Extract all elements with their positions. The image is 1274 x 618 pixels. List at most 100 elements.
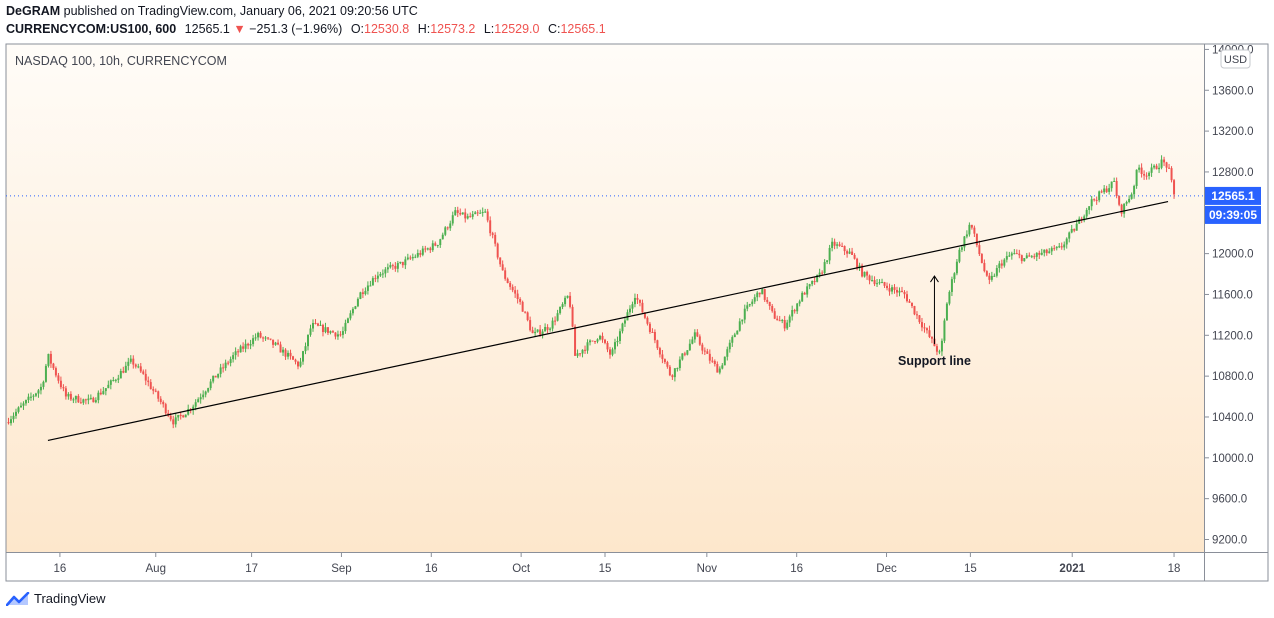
candle-body: [888, 288, 891, 292]
candle-body: [556, 313, 559, 321]
candle-body: [444, 227, 447, 235]
candle-body: [706, 351, 709, 354]
candle-body: [124, 365, 127, 373]
candle-body: [791, 310, 794, 317]
candle-body: [274, 342, 277, 345]
candle-body: [1098, 191, 1101, 201]
candle-body: [781, 320, 784, 322]
candle-body: [599, 335, 602, 340]
candle-body: [209, 381, 212, 389]
candle-body: [64, 388, 67, 397]
candle-body: [925, 328, 928, 331]
candle-body: [928, 330, 931, 337]
candle-body: [783, 320, 786, 329]
candle-body: [806, 286, 809, 295]
support-line[interactable]: [47, 200, 1169, 442]
candle-body: [302, 351, 305, 362]
candle-body: [339, 334, 342, 336]
candle-body: [304, 346, 307, 352]
candle-body: [466, 216, 469, 219]
candle-body: [786, 322, 789, 329]
candle-body: [536, 329, 539, 332]
candle-body: [1133, 185, 1136, 195]
candle-body: [464, 212, 467, 219]
time-tick-label: Oct: [512, 563, 531, 575]
candle-body: [1005, 256, 1008, 260]
candle-body: [469, 216, 472, 218]
candle-body: [349, 313, 352, 319]
last-price: 12565.1: [184, 22, 230, 36]
price-axis[interactable]: 9200.0 9600.0 10000.0 10400.0 10800.0 11200.0…: [1205, 44, 1254, 547]
candle-body: [82, 399, 85, 403]
candle-body: [484, 211, 487, 213]
candle-body: [142, 371, 145, 374]
candle-body: [666, 362, 669, 367]
candle-body: [439, 239, 442, 246]
chart-legend-title: NASDAQ 100, 10h, CURRENCYCOM: [15, 54, 227, 68]
candle-body: [736, 330, 739, 335]
candle-body: [224, 362, 227, 369]
candle-body: [481, 212, 484, 214]
candle-body: [42, 381, 45, 387]
candle-body: [159, 398, 162, 403]
candle-body: [678, 359, 681, 369]
candle-body: [584, 349, 587, 351]
candle-body: [147, 380, 150, 383]
candle-body: [22, 403, 25, 406]
time-tick-label: 17: [245, 563, 258, 575]
candle-body: [539, 329, 542, 335]
candle-body: [194, 402, 197, 407]
candle-body: [763, 289, 766, 300]
candle-body: [217, 373, 220, 378]
candle-body: [1068, 232, 1071, 239]
candle-body: [569, 295, 572, 307]
support-line-label[interactable]: Support line: [898, 354, 971, 368]
close-label: C:: [547, 22, 561, 36]
candle-body: [137, 366, 140, 368]
candle-body: [32, 395, 35, 397]
candle-body: [364, 290, 367, 295]
currency-badge[interactable]: [1220, 49, 1251, 69]
candle-body: [846, 251, 849, 254]
candle-body: [57, 375, 60, 381]
candle-body: [496, 243, 499, 258]
candle-body: [798, 301, 801, 304]
plot-area[interactable]: [6, 44, 1204, 552]
candle-body: [656, 340, 659, 349]
candle-body: [1088, 206, 1091, 210]
time-tick-label: 15: [599, 563, 612, 575]
time-axis[interactable]: 16 Aug 17 Sep 16 Oct 15 Nov 16 Dec 15 2021 18: [54, 553, 1181, 575]
candle-body: [903, 291, 906, 295]
candle-body: [866, 271, 869, 276]
candle-body: [848, 251, 851, 254]
candle-body: [940, 340, 943, 352]
candle-body: [1168, 167, 1171, 169]
candle-body: [406, 257, 409, 260]
candle-body: [891, 287, 894, 292]
time-tick-label: 15: [964, 563, 977, 575]
candle-body: [628, 308, 631, 313]
candle-body: [975, 233, 978, 246]
candle-body: [67, 393, 70, 397]
candle-body: [134, 364, 137, 367]
footer-branding[interactable]: TradingView: [6, 591, 106, 606]
symbol-label[interactable]: CURRENCYCOM:US100, 600: [6, 22, 177, 36]
candle-body: [272, 339, 275, 345]
candle-body: [534, 331, 537, 334]
candle-body: [801, 292, 804, 302]
candle-body: [606, 342, 609, 350]
candle-body: [401, 261, 404, 266]
time-tick-label: 2021: [1059, 563, 1085, 575]
candle-body: [489, 220, 492, 234]
candle-body: [172, 419, 175, 425]
candle-body: [514, 290, 517, 294]
candle-body: [59, 380, 62, 388]
candle-body: [346, 318, 349, 323]
candle-body: [499, 257, 502, 265]
candle-body: [204, 391, 207, 395]
candle-body: [1125, 202, 1128, 204]
candle-body: [701, 344, 704, 351]
candle-body: [531, 330, 534, 334]
candle-body: [259, 332, 262, 338]
